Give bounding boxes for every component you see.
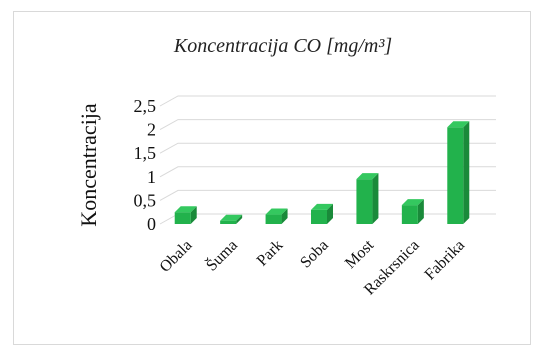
bar-front	[174, 212, 191, 224]
y-tick-label: 0,5	[134, 190, 157, 210]
bar-front	[356, 179, 373, 224]
x-tick-label: Most	[342, 236, 378, 272]
chart-title: Koncentracija CO [mg/m³]	[173, 35, 392, 57]
y-tick-label: 1,5	[134, 143, 157, 163]
bar-side	[327, 203, 333, 224]
bar-top	[447, 121, 470, 128]
bar-side	[190, 206, 197, 224]
x-tick-label: Obala	[157, 237, 196, 276]
x-tick-label: Park	[254, 237, 287, 270]
bars	[174, 121, 470, 224]
bar-front	[401, 205, 418, 224]
bar	[174, 206, 197, 224]
gridline	[159, 166, 496, 178]
gridline	[159, 189, 496, 201]
gridline	[159, 119, 496, 131]
bar	[356, 173, 379, 224]
bar	[265, 208, 288, 224]
y-tick-label: 0	[147, 214, 156, 234]
gridline	[159, 95, 496, 107]
bar-top	[401, 199, 424, 206]
bar	[311, 203, 333, 224]
x-tick-label: Fabrika	[422, 237, 469, 284]
bar-top	[265, 208, 288, 215]
y-axis-label: Koncentracija	[76, 103, 101, 227]
bar-front	[220, 220, 237, 224]
gridlines	[159, 95, 496, 225]
bar-front	[447, 127, 464, 224]
bar-top	[356, 173, 379, 180]
bar-side	[372, 173, 379, 224]
bar-side	[281, 208, 288, 224]
bar-side	[236, 214, 243, 224]
bar	[220, 214, 243, 224]
y-tick-label: 1	[147, 167, 156, 187]
bar-side	[417, 199, 424, 224]
bar	[401, 199, 424, 224]
bar-side	[463, 121, 470, 224]
bar-front	[311, 209, 327, 224]
x-tick-label: Šuma	[202, 235, 241, 274]
y-tick-label: 2	[147, 120, 156, 140]
chart-frame	[13, 11, 531, 345]
bar-top	[174, 206, 197, 213]
x-tick-label: Soba	[297, 237, 332, 272]
bar	[447, 121, 470, 224]
y-tick-label: 2,5	[134, 96, 157, 116]
bar-front	[265, 214, 282, 224]
bar-top	[220, 214, 243, 221]
bar-top	[311, 203, 333, 210]
gridline	[159, 142, 496, 154]
y-tick-labels: 0 0,5 1 1,5 2 2,5	[134, 96, 157, 234]
